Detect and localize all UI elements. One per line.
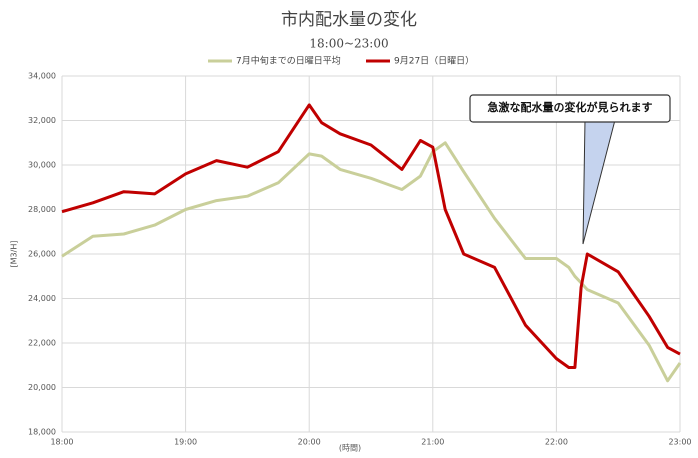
- x-axis-label: (時間): [339, 444, 361, 453]
- legend-label: 7月中旬までの日曜日平均: [236, 55, 341, 67]
- y-tick-label: 34,000: [28, 72, 56, 81]
- y-axis-label: [M3/H]: [10, 241, 19, 268]
- y-tick-label: 24,000: [28, 294, 56, 303]
- series-line: [61, 141, 682, 383]
- callout-pointer: [582, 119, 616, 245]
- x-tick-label: 22:00: [545, 438, 568, 447]
- chart-title: 市内配水量の変化: [281, 10, 417, 30]
- y-tick-label: 32,000: [28, 116, 56, 125]
- plot-area: 18,000 20,000 22,000 24,000 26,000 28,000 30,0…: [28, 72, 692, 447]
- callout-box: [469, 94, 671, 123]
- chart-subtitle: 18:00~23:00: [309, 37, 388, 51]
- x-tick-label: 19:00: [174, 438, 197, 447]
- x-tick-label: 18:00: [50, 438, 73, 447]
- series-line: [61, 103, 681, 369]
- y-tick-label: 18,000: [28, 428, 56, 437]
- x-tick-label: 21:00: [421, 438, 444, 447]
- callout: 急激な配水量の変化が見られます: [469, 94, 671, 245]
- y-tick-label: 28,000: [28, 205, 56, 214]
- y-tick-label: 22,000: [28, 339, 56, 348]
- legend-label: 9月27日（日曜日）: [394, 56, 474, 67]
- x-tick-label: 23:00: [668, 438, 691, 447]
- y-tick-label: 20,000: [28, 383, 56, 392]
- y-tick-label: 30,000: [28, 161, 56, 170]
- x-tick-label: 20:00: [298, 438, 321, 447]
- y-tick-label: 26,000: [28, 250, 56, 259]
- annotation: 急激な配水量の変化が見られます: [488, 100, 653, 114]
